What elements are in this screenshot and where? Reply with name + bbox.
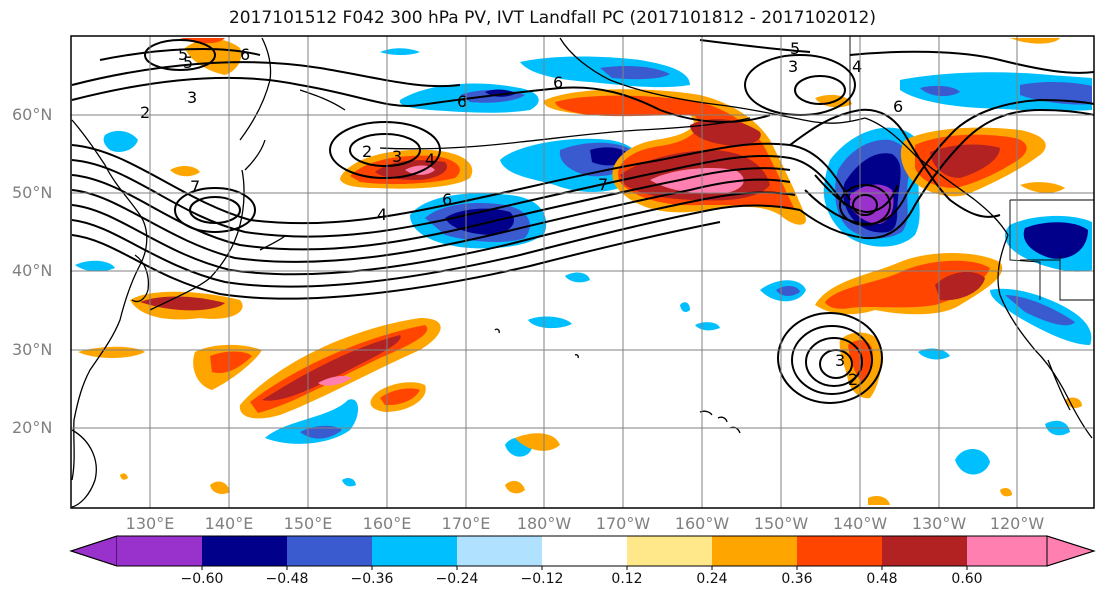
colorbar-bin	[202, 536, 287, 566]
colorbar-bin	[457, 536, 542, 566]
lon-label: 120°W	[989, 514, 1045, 533]
contour-label-layer: 2 3 4 5 6 7 2 3 6 7 3 5 6 4 6 4 5 6 3 2	[140, 39, 903, 389]
lon-label: 170°E	[441, 514, 491, 533]
colorbar-tick-label: −0.12	[520, 571, 564, 587]
lat-label: 30°N	[12, 340, 53, 359]
colorbar-extend-low	[69, 535, 118, 567]
colorbar-tick-label: 0.48	[866, 571, 898, 587]
colorbar-bin	[882, 536, 967, 566]
colorbar-tick-label: 0.12	[611, 571, 643, 587]
contour-label: 3	[835, 351, 845, 370]
colorbar-outline	[69, 535, 1096, 567]
contour-label: 6	[442, 190, 452, 209]
lon-label: 130°E	[125, 514, 175, 533]
contour-label: 5	[183, 53, 193, 72]
map-frame	[70, 35, 1095, 509]
lon-label: 130°W	[911, 514, 967, 533]
colorbar-tick-label: −0.36	[350, 571, 394, 587]
colorbar-tick-label: −0.24	[435, 571, 479, 587]
border-layer	[849, 36, 1094, 301]
contour-label: 2	[362, 142, 372, 161]
lat-label: 40°N	[12, 261, 53, 280]
contour-label: 6	[893, 97, 903, 116]
colorbar-bin	[627, 536, 712, 566]
colorbar-bin	[797, 536, 882, 566]
contour-label: 4	[377, 205, 387, 224]
lat-label: 60°N	[12, 105, 53, 124]
lat-label: 50°N	[12, 183, 53, 202]
contour-label: 5	[790, 39, 800, 58]
colorbar-tick-label: −0.48	[265, 571, 309, 587]
colorbar-extend-high	[1046, 535, 1096, 567]
colorbar-tick-label: 0.36	[781, 571, 813, 587]
lon-label: 180°W	[516, 514, 572, 533]
contour-label: 5	[178, 45, 188, 64]
contour-label: 6	[553, 73, 563, 92]
contour-label: 7	[598, 175, 608, 194]
colorbar-bin	[372, 536, 457, 566]
pv-contour-layer	[71, 39, 1095, 404]
colorbar-bin	[967, 536, 1047, 566]
colorbar-tick-label: −0.60	[180, 571, 224, 587]
lon-label: 150°W	[753, 514, 809, 533]
colorbar-bin	[287, 536, 372, 566]
lon-label: 140°E	[204, 514, 254, 533]
map-title: 2017101512 F042 300 hPa PV, IVT Landfall…	[228, 8, 876, 28]
lon-label: 150°E	[283, 514, 333, 533]
lon-label: 170°W	[595, 514, 651, 533]
colorbar	[69, 535, 1096, 570]
contour-label: 4	[425, 150, 435, 169]
lon-label: 140°W	[832, 514, 888, 533]
contour-label: 2	[848, 370, 858, 389]
contour-label: 2	[140, 103, 150, 122]
contour-label: 3	[187, 88, 197, 107]
lon-label: 160°W	[674, 514, 730, 533]
contour-label: 3	[788, 57, 798, 76]
contour-label: 4	[852, 57, 862, 76]
colorbar-tick-label: 0.60	[951, 571, 983, 587]
colorbar-bin	[712, 536, 797, 566]
colorbar-tick-label: 0.24	[696, 571, 728, 587]
colorbar-bin	[542, 536, 627, 566]
gridline-layer	[71, 36, 1094, 508]
contour-label: 3	[392, 147, 402, 166]
contour-label: 6	[240, 45, 250, 64]
colorbar-bin	[117, 536, 202, 566]
shading-layer	[75, 38, 1092, 505]
contour-label: 7	[190, 177, 200, 196]
contour-label: 6	[457, 92, 467, 111]
lon-label: 160°E	[362, 514, 412, 533]
lat-label: 20°N	[12, 418, 53, 437]
